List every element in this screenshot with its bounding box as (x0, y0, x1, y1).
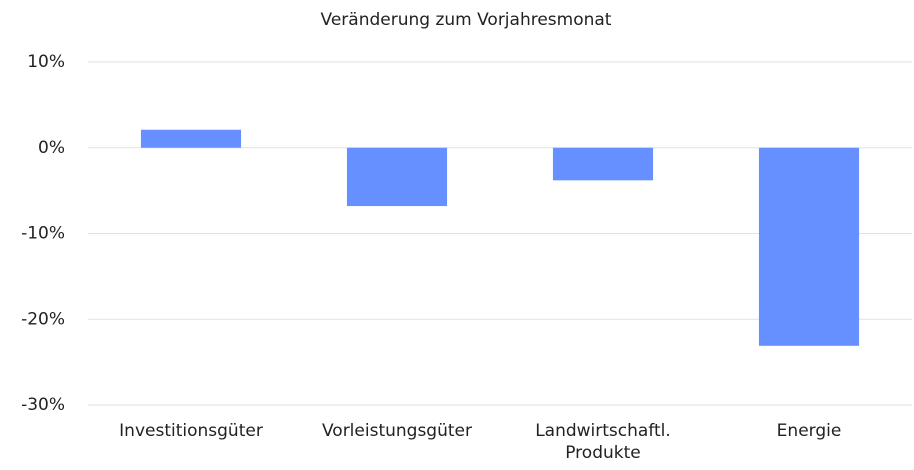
bar (346, 147, 448, 207)
x-tick-label: Vorleistungsgüter (321, 421, 472, 441)
y-tick-label: 10% (27, 52, 65, 72)
bar (758, 147, 860, 346)
y-tick-label: -10% (21, 224, 65, 244)
y-tick-label: -30% (21, 395, 65, 415)
y-tick-label: 0% (38, 138, 65, 158)
x-tick-label: Investitionsgüter (119, 421, 263, 441)
x-tick-label: Landwirtschaftl. Produkte (535, 421, 671, 463)
bar (552, 147, 654, 181)
x-tick-label: Energie (776, 421, 842, 441)
chart-title: Veränderung zum Vorjahresmonat (321, 10, 612, 30)
y-tick-label: -20% (21, 309, 65, 329)
bar (140, 129, 242, 148)
